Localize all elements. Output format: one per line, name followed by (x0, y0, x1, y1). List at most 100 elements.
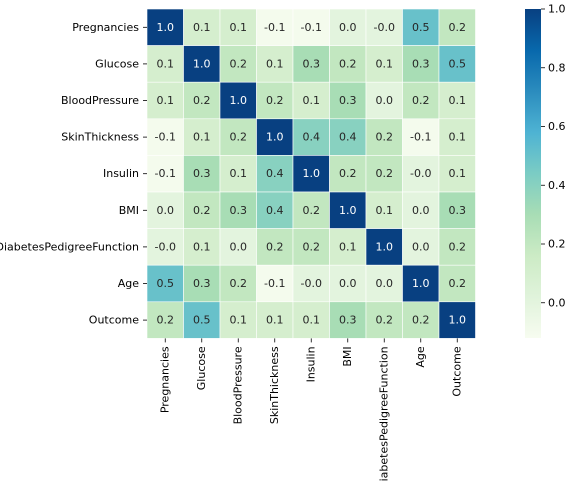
cell-label: 0.3 (339, 94, 357, 107)
cell-label: 0.2 (449, 21, 467, 34)
x-tick-label: Insulin (305, 346, 318, 382)
cell-label: 0.3 (193, 277, 211, 290)
cell-label: -0.0 (155, 240, 176, 253)
x-tick-label: Glucose (195, 346, 208, 390)
cell-label: 0.0 (412, 240, 430, 253)
y-tick-label: Age (118, 277, 140, 290)
heatmap-cell (183, 301, 221, 339)
heatmap-cell (146, 191, 184, 229)
heatmap-cell (219, 301, 257, 339)
cell-label: 0.1 (230, 21, 248, 34)
cell-label: 1.0 (376, 240, 394, 253)
heatmap-cell (146, 264, 184, 303)
cell-label: 0.1 (157, 94, 175, 107)
cell-label: 0.2 (303, 240, 321, 253)
cell-label: 0.3 (339, 314, 357, 327)
cell-label: -0.0 (301, 277, 322, 290)
heatmap-cell (256, 264, 294, 303)
cell-label: 0.4 (266, 167, 284, 180)
cell-label: 0.1 (449, 131, 467, 144)
heatmap-cell (292, 228, 330, 266)
cell-label: 0.5 (193, 314, 211, 327)
cell-label: 0.5 (412, 21, 430, 34)
heatmap-cell (146, 155, 184, 193)
cell-label: -0.1 (410, 131, 431, 144)
heatmap-cell (256, 81, 294, 120)
heatmap-cell (292, 264, 330, 303)
cell-label: -0.0 (374, 21, 395, 34)
heatmap-cell (438, 45, 476, 83)
cell-label: -0.1 (264, 21, 285, 34)
cell-label: 0.1 (303, 94, 321, 107)
heatmap-cell (292, 191, 330, 229)
cell-label: -0.1 (264, 277, 285, 290)
x-tick-label: BloodPressure (232, 346, 245, 424)
heatmap-cell (365, 264, 403, 303)
cell-label: 1.0 (230, 94, 248, 107)
cell-label: 0.2 (376, 131, 394, 144)
cell-label: 0.2 (412, 314, 430, 327)
cell-label: 0.2 (376, 167, 394, 180)
colorbar-tick-label: 0.2 (548, 238, 566, 251)
colorbar-tick-label: 0.0 (548, 296, 566, 309)
heatmap-cell (292, 45, 330, 83)
cell-label: 0.4 (303, 131, 321, 144)
cell-label: 0.0 (412, 204, 430, 217)
heatmap-cell (146, 301, 184, 339)
cell-label: 0.5 (449, 57, 467, 70)
heatmap-cell (219, 264, 257, 303)
heatmap-cell (146, 228, 184, 266)
cell-label: 0.2 (449, 277, 467, 290)
heatmap-cell (438, 155, 476, 193)
cell-label: 0.1 (449, 94, 467, 107)
cell-label: 0.1 (376, 57, 394, 70)
cell-label: 0.1 (303, 314, 321, 327)
heatmap-cell (183, 118, 221, 156)
heatmap-cell (329, 191, 367, 229)
y-tick-label: Glucose (95, 57, 139, 70)
cell-label: 0.0 (230, 240, 248, 253)
colorbar-tick-label: 0.6 (548, 120, 566, 133)
y-tick-label: BMI (119, 204, 139, 217)
heatmap-cell (183, 8, 221, 46)
heatmap-cell (438, 191, 476, 229)
y-tick-label: BloodPressure (61, 94, 139, 107)
heatmap-cell (219, 81, 257, 120)
cell-label: 0.1 (157, 57, 175, 70)
cell-label: 0.5 (157, 277, 175, 290)
y-tick-label: DiabetesPedigreeFunction (0, 240, 139, 253)
cell-label: -0.1 (301, 21, 322, 34)
cell-label: 0.1 (449, 167, 467, 180)
cell-label: 0.2 (376, 314, 394, 327)
heatmap-cell (365, 155, 403, 193)
heatmap-cell (146, 81, 184, 120)
heatmap-cell (438, 118, 476, 156)
heatmap-cell (329, 301, 367, 339)
cell-label: 0.2 (339, 167, 357, 180)
heatmap-cell (329, 264, 367, 303)
y-tick-label: Outcome (89, 314, 139, 327)
cell-label: 0.2 (230, 277, 248, 290)
heatmap-cell (183, 191, 221, 229)
heatmap-cell (402, 8, 440, 46)
heatmap-cell (256, 155, 294, 193)
x-tick-label: Outcome (451, 346, 464, 396)
heatmap-cell (219, 191, 257, 229)
cell-label: 0.2 (193, 94, 211, 107)
colorbar (525, 9, 541, 338)
heatmap-cell (219, 45, 257, 83)
cell-label: 0.1 (193, 21, 211, 34)
cell-label: 0.1 (230, 314, 248, 327)
cell-label: 0.1 (266, 57, 284, 70)
cell-label: 0.4 (266, 204, 284, 217)
heatmap-cell (402, 45, 440, 83)
cell-label: 0.2 (230, 131, 248, 144)
cell-label: 0.1 (266, 314, 284, 327)
cell-label: 0.0 (339, 277, 357, 290)
heatmap-cell (365, 301, 403, 339)
heatmap-cell (365, 228, 403, 266)
cell-label: 1.0 (266, 131, 284, 144)
cell-label: 1.0 (339, 204, 357, 217)
heatmap-cell (183, 81, 221, 120)
